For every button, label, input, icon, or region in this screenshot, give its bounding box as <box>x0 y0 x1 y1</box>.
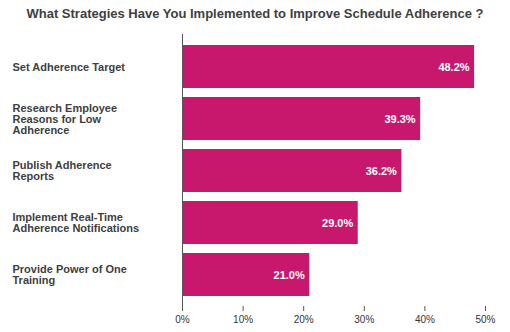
svg-text:40%: 40% <box>415 314 435 325</box>
svg-text:48.2%: 48.2% <box>438 61 469 73</box>
svg-text:Set Adherence Target: Set Adherence Target <box>13 61 126 73</box>
svg-text:20%: 20% <box>294 314 314 325</box>
svg-text:Research EmployeeReasons for L: Research EmployeeReasons for LowAdherenc… <box>13 102 118 136</box>
svg-text:21.0%: 21.0% <box>274 269 305 281</box>
svg-text:30%: 30% <box>354 314 374 325</box>
html-text:What Strategies Have You Imple: What Strategies Have You Implemented to … <box>26 6 484 21</box>
svg-text:36.2%: 36.2% <box>366 165 397 177</box>
svg-text:Publish AdherenceReports: Publish AdherenceReports <box>13 159 112 182</box>
svg-text:29.0%: 29.0% <box>322 217 353 229</box>
svg-text:Provide Power of OneTraining: Provide Power of OneTraining <box>13 263 127 286</box>
svg-text:50%: 50% <box>475 314 495 325</box>
svg-text:0%: 0% <box>175 314 190 325</box>
svg-text:10%: 10% <box>233 314 253 325</box>
svg-text:39.3%: 39.3% <box>384 113 415 125</box>
svg-text:Implement Real-TimeAdherence N: Implement Real-TimeAdherence Notificatio… <box>13 211 140 234</box>
